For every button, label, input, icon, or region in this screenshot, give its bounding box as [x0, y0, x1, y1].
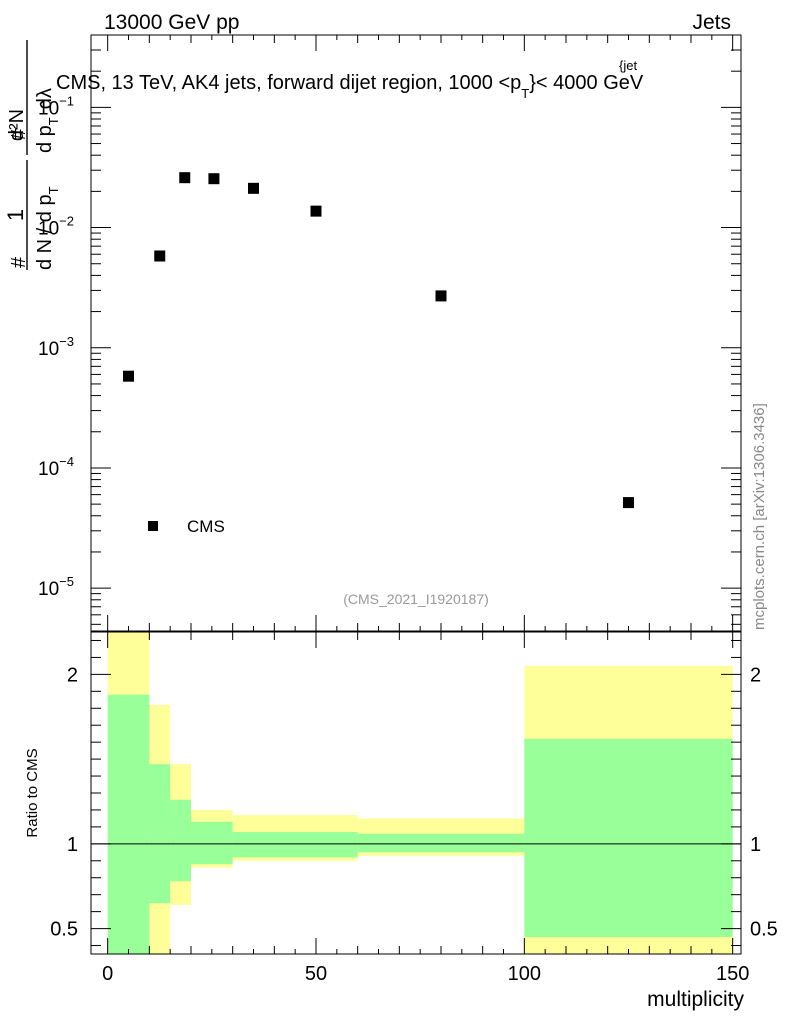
band-inner-bin [357, 833, 525, 853]
ratio-tick-labels: 0.5 0.5 1 1 2 2 0 50 100 150 [50, 664, 778, 985]
cms-data-point [623, 497, 634, 509]
ratio-y-tick-label-left: 2 [67, 664, 78, 686]
legend: CMS [148, 517, 225, 536]
main-y-tick-label: 10−5 [38, 574, 74, 600]
x-axis-label: multiplicity [647, 988, 744, 1011]
x-tick-label: 50 [305, 963, 327, 985]
y-label-numerator: d²N [6, 109, 28, 141]
x-tick-label: 0 [102, 963, 113, 985]
cms-data-point [435, 290, 447, 302]
cms-data-point [179, 172, 191, 184]
ratio-y-tick-label-right: 2 [750, 664, 761, 686]
ratio-y-tick-label-left: 1 [67, 834, 78, 856]
main-y-tick-labels: 10−5 10−4 10−3 10−2 10−1 [38, 93, 74, 600]
legend-label-cms: CMS [187, 517, 225, 536]
ratio-y-tick-label-left: 0.5 [50, 919, 78, 941]
cms-data-point [310, 205, 322, 217]
legend-marker-cms [148, 521, 158, 531]
plot-title-sup: {jet [619, 58, 637, 73]
cms-data-point [123, 370, 134, 382]
analysis-watermark: (CMS_2021_I1920187) [343, 591, 489, 607]
plot-title: CMS, 13 TeV, AK4 jets, forward dijet reg… [56, 72, 644, 101]
category-label: Jets [692, 11, 731, 34]
plot-title-tail: }< 4000 GeV [529, 72, 644, 94]
energy-label: 13000 GeV pp [104, 11, 239, 34]
band-inner-bin [232, 831, 358, 858]
main-y-tick-label: 10−2 [38, 214, 74, 240]
band-inner-bin [107, 694, 150, 954]
cms-data-point [154, 250, 166, 262]
ratio-y-label: Ratio to CMS [24, 748, 41, 837]
y-label-one: 1 [3, 209, 28, 221]
main-y-tick-label: 10−1 [38, 93, 74, 119]
cms-markers [123, 172, 634, 509]
y-label-numerator-den: d pTdλ [34, 88, 61, 153]
band-inner-bin [149, 764, 171, 904]
main-panel-frame [90, 34, 742, 632]
main-y-tick-label: 10−4 [38, 454, 74, 480]
ratio-y-tick-label-right: 0.5 [750, 919, 778, 941]
main-axis-ticks [91, 34, 741, 631]
main-panel: 10−5 10−4 10−3 10−2 10−1 CMS, 13 TeV, AK4 je… [3, 34, 742, 632]
band-inner-bin [191, 821, 233, 865]
x-tick-label: 150 [716, 963, 749, 985]
plot-title-main: CMS, 13 TeV, AK4 jets, forward dijet reg… [56, 72, 521, 94]
ratio-y-tick-label-right: 1 [750, 834, 761, 856]
cms-data-point [208, 173, 220, 185]
y-label-denominator: d N / d pT [34, 186, 61, 270]
plot-title-sub: T [521, 86, 529, 101]
uncertainty-bands [107, 632, 733, 954]
y-label-hash-1: # [8, 256, 30, 268]
ratio-panel: 0.5 0.5 1 1 2 2 0 50 100 150 Ratio to CMS multipl… [24, 35, 778, 1011]
band-inner-bin [170, 799, 191, 882]
main-y-label: 1 d N / d pT d²N d pTdλ # # [3, 40, 61, 270]
main-y-tick-label: 10−3 [38, 334, 74, 360]
x-tick-label: 100 [508, 963, 541, 985]
band-inner-bin [524, 738, 733, 938]
cms-data-point [248, 182, 259, 194]
source-note: mcplots.cern.ch [arXiv:1306.3436] [751, 403, 768, 630]
y-label-hash-2: # [8, 128, 30, 140]
ratio-axis-ticks [91, 35, 741, 954]
